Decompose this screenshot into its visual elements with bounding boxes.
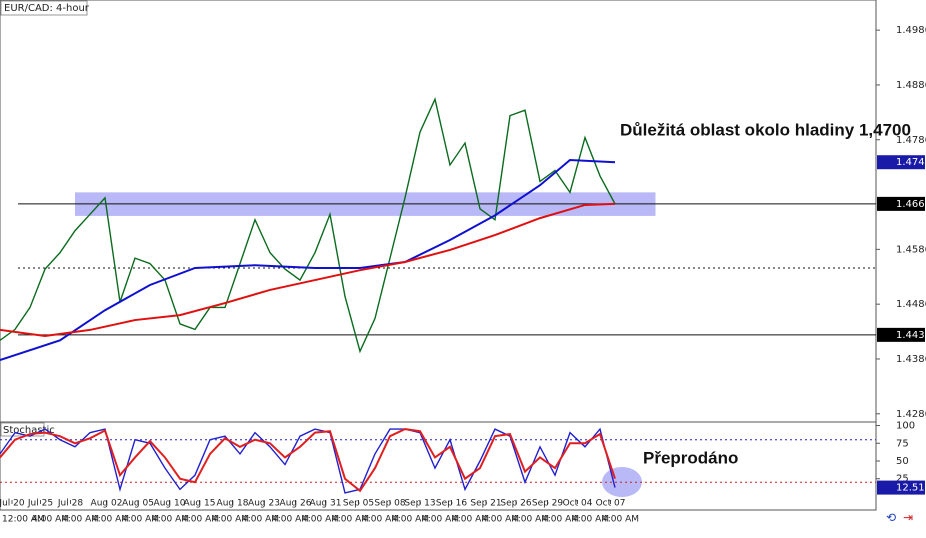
price-label: 1.4745 xyxy=(896,157,926,168)
time-label: 4:00 AM xyxy=(92,515,129,525)
time-label: 4:00 AM xyxy=(482,515,519,525)
y-tick-label: 1.4586 xyxy=(896,244,926,255)
y-tick-label: 1.4286 xyxy=(896,409,926,420)
time-label: 4:00 AM xyxy=(452,515,489,525)
x-tick-label: Jul 28 xyxy=(57,499,83,509)
y-tick-label: 1.4886 xyxy=(896,80,926,91)
title-box xyxy=(0,0,88,16)
time-label: 4:00 AM xyxy=(422,515,459,525)
y-tick-label: 100 xyxy=(896,421,915,432)
x-tick-label: Oct 07 xyxy=(596,499,626,509)
chart-title: EUR/CAD: 4-hour xyxy=(4,3,90,14)
svg-text:⟲: ⟲ xyxy=(886,511,896,525)
annotation: Přeprodáno xyxy=(643,448,738,467)
x-tick-label: Aug 23 xyxy=(248,499,280,509)
time-label: 4:00 AM xyxy=(242,515,279,525)
x-tick-label: Sep 21 xyxy=(470,499,501,509)
price-line xyxy=(0,97,616,354)
time-label: 12:00 AM xyxy=(2,515,45,525)
price-line xyxy=(0,159,616,362)
x-tick-label: Jul 20 xyxy=(0,499,25,509)
svg-text:⇥: ⇥ xyxy=(903,511,913,525)
time-label: 4:00 AM xyxy=(272,515,309,525)
time-label: 4:00 AM xyxy=(122,515,159,525)
x-tick-label: Sep 16 xyxy=(436,499,468,509)
price-line xyxy=(0,428,616,493)
price-line xyxy=(0,202,616,337)
x-tick-label: Aug 10 xyxy=(154,499,186,509)
x-tick-label: Aug 05 xyxy=(122,499,154,509)
time-label: 4:00 AM xyxy=(512,515,549,525)
last-value-label: 12.51 xyxy=(896,483,925,494)
time-label: 4:00 AM xyxy=(32,515,69,525)
x-tick-label: Aug 26 xyxy=(280,499,312,509)
chart-frame xyxy=(0,0,877,511)
annotation: Důležitá oblast okolo hladiny 1,4700 xyxy=(620,120,911,139)
y-tick-label: 1.4486 xyxy=(896,299,926,310)
x-tick-label: Aug 15 xyxy=(184,499,216,509)
x-tick-label: Jul 25 xyxy=(27,499,53,509)
time-label: 4:00 AM xyxy=(572,515,609,525)
y-tick-label: 50 xyxy=(896,456,909,467)
x-tick-label: Sep 26 xyxy=(500,499,532,509)
x-tick-label: Aug 31 xyxy=(310,499,342,509)
time-label: 4:00 AM xyxy=(542,515,579,525)
x-tick-label: Sep 05 xyxy=(343,499,374,509)
stoch-title: Stochastic xyxy=(3,425,55,436)
toolbar-icons[interactable]: ⟲ ⇥ xyxy=(886,511,913,525)
y-tick-label: 1.4986 xyxy=(896,25,926,36)
price-label-box xyxy=(877,327,925,342)
x-tick-label: Sep 29 xyxy=(532,499,564,509)
price-label-box xyxy=(877,196,925,211)
time-label: 4:00 AM xyxy=(392,515,429,525)
price-label-box xyxy=(877,155,925,170)
time-label: 4:00 AM xyxy=(332,515,369,525)
time-label: 4:00 AM xyxy=(362,515,399,525)
x-tick-label: Oct 04 xyxy=(563,499,593,509)
y-tick-label: 1.4386 xyxy=(896,354,926,365)
last-value-box xyxy=(877,480,925,495)
y-tick-label: 25 xyxy=(896,474,909,485)
x-tick-label: Aug 02 xyxy=(91,499,123,509)
x-tick-label: Sep 13 xyxy=(404,499,435,509)
y-tick-label: 75 xyxy=(896,438,909,449)
price-label: 1.4669 xyxy=(896,199,926,210)
time-label: 4:00 AM xyxy=(182,515,219,525)
time-label: 4:00 AM xyxy=(212,515,249,525)
y-tick-label: 1.4786 xyxy=(896,135,926,146)
time-label: 4:00 AM xyxy=(602,515,639,525)
price-label: 1.4430 xyxy=(896,330,926,341)
x-tick-label: Aug 18 xyxy=(217,499,249,509)
time-label: 4:00 AM xyxy=(62,515,99,525)
x-tick-label: Sep 08 xyxy=(374,499,406,509)
price-line xyxy=(0,427,616,494)
time-label: 4:00 AM xyxy=(302,515,339,525)
time-label: 4:00 AM xyxy=(152,515,189,525)
